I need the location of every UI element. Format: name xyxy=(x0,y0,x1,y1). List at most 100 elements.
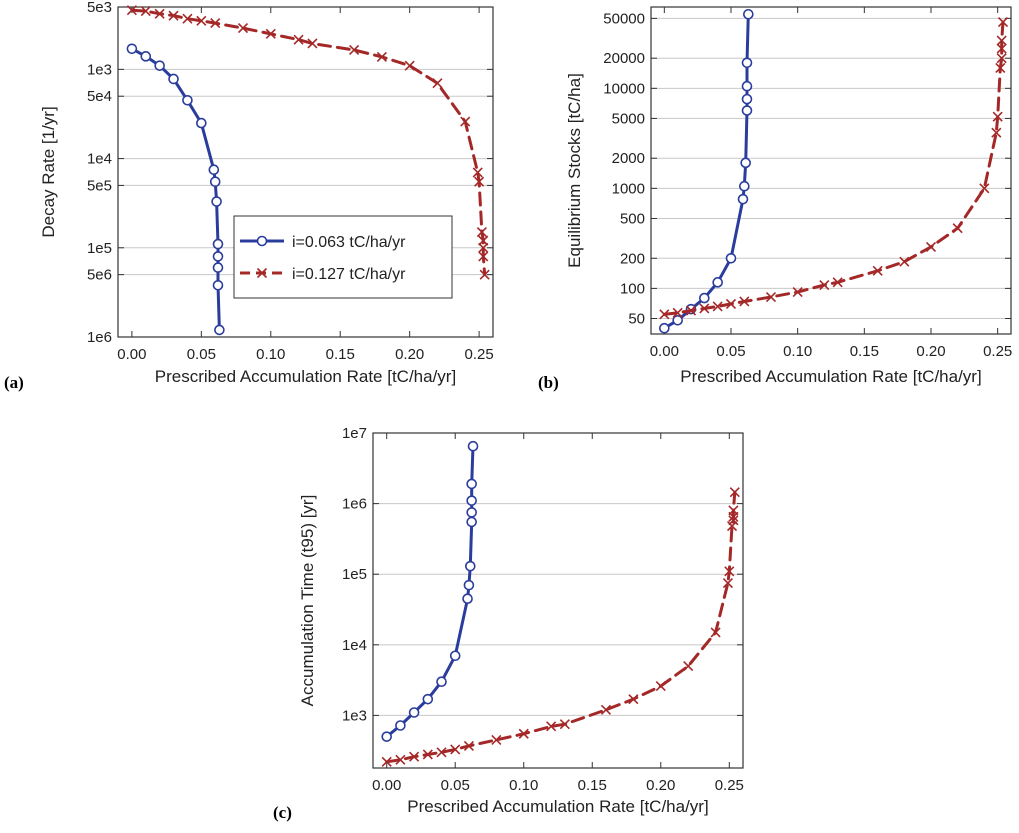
data-point-x xyxy=(952,223,963,234)
x-tick-label: 0.25 xyxy=(983,343,1012,360)
series-line-1 xyxy=(385,444,475,739)
data-point-circle xyxy=(699,292,710,304)
x-tick-label: 0.10 xyxy=(256,346,285,363)
y-tick-label: 10000 xyxy=(603,80,645,97)
data-point-x xyxy=(672,307,683,318)
x-tick-label: 0.00 xyxy=(650,343,679,360)
x-tick-label: 0.20 xyxy=(395,346,424,363)
data-point-x xyxy=(450,744,461,755)
data-point-x xyxy=(546,721,557,732)
data-point-circle xyxy=(740,157,751,169)
data-point-x xyxy=(376,51,387,62)
data-point-circle xyxy=(463,579,475,591)
data-point-circle xyxy=(196,117,207,129)
data-point-circle xyxy=(154,60,165,71)
data-point-x xyxy=(210,18,221,29)
data-point-x xyxy=(476,227,487,238)
y-tick-label: 1e6 xyxy=(342,496,367,513)
data-point-circle xyxy=(739,180,750,192)
data-point-circle xyxy=(208,164,220,176)
data-point-x xyxy=(474,176,485,187)
x-tick-label: 0.00 xyxy=(372,777,401,794)
y-tick-label: 100 xyxy=(620,280,645,297)
y-tick-label: 200 xyxy=(620,250,645,267)
data-point-x xyxy=(436,747,447,758)
data-point-x xyxy=(997,16,1009,28)
data-point-circle xyxy=(126,43,138,55)
y-tick-label: 1e5 xyxy=(87,240,112,257)
data-point-circle xyxy=(741,57,753,69)
data-point-x xyxy=(724,566,735,577)
data-point-circle xyxy=(466,478,477,490)
data-point-x xyxy=(996,35,1007,46)
x-axis-label: Prescribed Accumulation Rate [tC/ha/yr] xyxy=(680,367,981,386)
y-tick-label: 500 xyxy=(620,210,645,227)
data-point-x xyxy=(683,661,694,672)
y-tick-label: 20000 xyxy=(603,50,645,67)
panel-letter: (b) xyxy=(538,373,559,392)
panel-letter: (a) xyxy=(4,373,24,392)
legend: i=0.063 tC/ha/yr i=0.127 tC/ha/yr xyxy=(233,215,453,299)
y-axis-label: Accumulation Time (t95) [yr] xyxy=(298,495,317,707)
y-tick-label: 50 xyxy=(628,311,645,328)
data-point-x xyxy=(237,23,249,34)
data-point-x xyxy=(409,751,420,762)
x-tick-label: 0.15 xyxy=(326,346,355,363)
data-point-circle xyxy=(436,676,447,688)
chart-panel-2: 50 100 200 500 1000 2000 5000 10000 20000 50000 0.… xyxy=(538,6,1012,392)
x-tick-label: 0.10 xyxy=(783,343,812,360)
data-point-x xyxy=(729,487,740,498)
x-axis-label: Prescribed Accumulation Rate [tC/ha/yr] xyxy=(407,797,708,816)
series-line-1 xyxy=(662,12,750,330)
data-point-x xyxy=(792,286,803,298)
y-axis-label: Equilibrium Stocks [tC/ha] xyxy=(565,73,584,268)
data-point-x xyxy=(196,15,207,26)
data-point-x xyxy=(518,728,529,739)
data-point-x xyxy=(725,298,737,309)
data-point-circle xyxy=(466,507,477,518)
data-point-x xyxy=(479,269,490,280)
data-point-circle xyxy=(672,314,683,326)
data-point-x xyxy=(925,241,937,252)
legend-entry-label: i=0.127 tC/ha/yr xyxy=(292,266,406,283)
x-tick-label: 0.25 xyxy=(715,777,744,794)
x-tick-label: 0.05 xyxy=(441,777,470,794)
chart-panel-3: 1e3 1e4 1e5 1e6 1e7 0.00 0.05 0.10 0.15 0.20 0.25 P… xyxy=(273,425,744,822)
data-point-x xyxy=(140,6,151,17)
data-point-x xyxy=(491,734,502,745)
data-point-circle xyxy=(212,251,224,262)
data-point-circle xyxy=(422,693,434,705)
data-point-circle xyxy=(182,94,193,106)
data-point-x xyxy=(478,251,489,262)
y-tick-label: 5e5 xyxy=(87,177,112,194)
data-point-x xyxy=(472,167,483,178)
data-point-circle xyxy=(449,650,461,662)
data-point-circle xyxy=(741,105,753,116)
data-point-x xyxy=(395,754,406,765)
data-point-x xyxy=(872,265,883,276)
y-tick-label: 5000 xyxy=(612,110,645,127)
plot-frame xyxy=(650,6,1012,335)
data-point-circle xyxy=(140,51,152,62)
data-point-circle xyxy=(408,707,420,718)
data-point-x xyxy=(381,756,392,767)
series-line-2 xyxy=(662,20,1005,316)
y-tick-label: 1e7 xyxy=(342,425,367,442)
data-point-circle xyxy=(464,560,476,572)
legend-marker-circle xyxy=(256,235,268,247)
x-tick-label: 0.15 xyxy=(850,343,879,360)
series-line-2 xyxy=(385,490,737,764)
data-point-x xyxy=(996,53,1007,64)
data-point-x xyxy=(819,279,830,291)
data-point-x xyxy=(655,681,666,692)
data-point-circle xyxy=(725,252,737,264)
data-point-x xyxy=(463,740,474,751)
data-point-x xyxy=(765,291,777,303)
data-point-x xyxy=(659,309,670,320)
data-point-circle xyxy=(212,238,224,250)
data-point-x xyxy=(432,78,443,89)
data-point-circle xyxy=(214,324,225,336)
data-point-circle xyxy=(209,176,221,188)
x-tick-label: 0.25 xyxy=(465,346,494,363)
